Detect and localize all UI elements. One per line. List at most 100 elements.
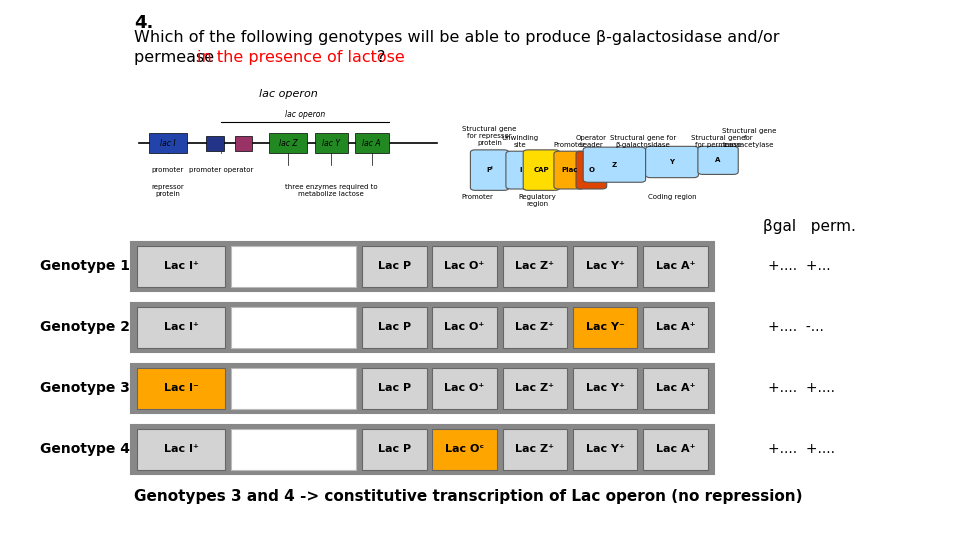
Text: Lac Z⁺: Lac Z⁺ — [516, 383, 554, 393]
Text: Lac O⁺: Lac O⁺ — [444, 261, 485, 271]
FancyBboxPatch shape — [523, 150, 560, 190]
Text: lac I: lac I — [160, 139, 176, 147]
FancyBboxPatch shape — [645, 146, 699, 178]
Text: Lac Y⁺: Lac Y⁺ — [586, 261, 624, 271]
Text: repressor
protein: repressor protein — [152, 184, 184, 197]
Text: Lac Z⁺: Lac Z⁺ — [516, 444, 554, 454]
Text: Structural gene
for
transacetylase: Structural gene for transacetylase — [722, 129, 776, 148]
Text: Lac I⁺: Lac I⁺ — [164, 322, 199, 332]
Text: Lac A⁺: Lac A⁺ — [656, 444, 695, 454]
Text: in the presence of lactose: in the presence of lactose — [197, 50, 404, 65]
FancyBboxPatch shape — [432, 246, 496, 287]
Text: lac A: lac A — [362, 139, 381, 147]
Text: A: A — [715, 157, 721, 164]
FancyBboxPatch shape — [362, 307, 426, 348]
Text: Lac Y⁺: Lac Y⁺ — [586, 444, 624, 454]
Text: +....  -...: +.... -... — [768, 320, 824, 334]
FancyBboxPatch shape — [643, 246, 708, 287]
FancyBboxPatch shape — [432, 368, 496, 409]
Text: Genotype 3: Genotype 3 — [39, 381, 130, 395]
FancyBboxPatch shape — [362, 429, 426, 470]
Text: Lac P: Lac P — [377, 444, 411, 454]
Text: Lac Z⁺: Lac Z⁺ — [516, 261, 554, 271]
FancyBboxPatch shape — [584, 147, 646, 182]
Text: lac operon: lac operon — [258, 89, 318, 99]
Text: Lac P: Lac P — [377, 383, 411, 393]
Text: Plac: Plac — [561, 167, 578, 173]
Text: Lac I⁺: Lac I⁺ — [164, 261, 199, 271]
FancyBboxPatch shape — [432, 429, 496, 470]
Text: Z: Z — [612, 161, 617, 168]
FancyBboxPatch shape — [554, 151, 585, 189]
FancyBboxPatch shape — [362, 368, 426, 409]
FancyBboxPatch shape — [502, 307, 567, 348]
Text: I: I — [519, 167, 521, 173]
Text: Genotype 2: Genotype 2 — [39, 320, 130, 334]
Text: Lac Y⁺: Lac Y⁺ — [586, 383, 624, 393]
FancyBboxPatch shape — [131, 425, 714, 474]
FancyBboxPatch shape — [643, 307, 708, 348]
Text: Lac Z⁺: Lac Z⁺ — [516, 322, 554, 332]
FancyBboxPatch shape — [470, 150, 509, 190]
FancyBboxPatch shape — [231, 429, 356, 470]
Text: permease: permease — [134, 50, 220, 65]
FancyBboxPatch shape — [137, 368, 226, 409]
Text: CAP: CAP — [534, 167, 549, 173]
Text: Structural gene
for repressor
protein: Structural gene for repressor protein — [463, 126, 516, 146]
Text: promoter: promoter — [152, 167, 184, 173]
Text: Lac A⁺: Lac A⁺ — [656, 383, 695, 393]
FancyBboxPatch shape — [502, 246, 567, 287]
FancyBboxPatch shape — [131, 303, 714, 352]
Text: O: O — [588, 167, 594, 173]
Text: Promoter: Promoter — [461, 194, 493, 200]
Text: lac Z: lac Z — [278, 139, 298, 147]
Text: Promoter: Promoter — [553, 143, 586, 148]
FancyBboxPatch shape — [231, 307, 356, 348]
Text: Lac P: Lac P — [377, 261, 411, 271]
FancyBboxPatch shape — [149, 133, 187, 153]
Text: +....  +...: +.... +... — [768, 259, 830, 273]
Text: Regulatory
region: Regulatory region — [518, 194, 557, 207]
FancyBboxPatch shape — [137, 429, 226, 470]
Text: ?: ? — [377, 50, 386, 65]
FancyBboxPatch shape — [362, 246, 426, 287]
Text: lac operon: lac operon — [285, 110, 325, 119]
Text: Lac Y⁻: Lac Y⁻ — [586, 322, 624, 332]
Text: Unwinding
site: Unwinding site — [502, 136, 539, 148]
Text: +....  +....: +.... +.... — [768, 381, 835, 395]
FancyBboxPatch shape — [573, 246, 637, 287]
FancyBboxPatch shape — [573, 307, 637, 348]
FancyBboxPatch shape — [355, 133, 389, 153]
Text: Lac O⁺: Lac O⁺ — [444, 383, 485, 393]
FancyBboxPatch shape — [131, 242, 714, 291]
Text: Lac I⁺: Lac I⁺ — [164, 444, 199, 454]
FancyBboxPatch shape — [137, 307, 226, 348]
FancyBboxPatch shape — [432, 307, 496, 348]
Text: Lac A⁺: Lac A⁺ — [656, 261, 695, 271]
Text: Genotypes 3 and 4 -> constitutive transcription of Lac operon (no repression): Genotypes 3 and 4 -> constitutive transc… — [134, 489, 803, 504]
FancyBboxPatch shape — [235, 136, 252, 151]
Text: three enzymes required to
metabolize lactose: three enzymes required to metabolize lac… — [285, 184, 377, 197]
Text: Lac I⁻: Lac I⁻ — [164, 383, 199, 393]
Text: Lac O⁺: Lac O⁺ — [444, 322, 485, 332]
FancyBboxPatch shape — [506, 151, 535, 189]
Text: Genotype 1: Genotype 1 — [39, 259, 130, 273]
FancyBboxPatch shape — [231, 246, 356, 287]
FancyBboxPatch shape — [698, 146, 738, 174]
Text: Genotype 4: Genotype 4 — [39, 442, 130, 456]
Text: +....  +....: +.... +.... — [768, 442, 835, 456]
FancyBboxPatch shape — [315, 133, 348, 153]
Text: Lac P: Lac P — [377, 322, 411, 332]
Text: Lac Oᶜ: Lac Oᶜ — [445, 444, 484, 454]
FancyBboxPatch shape — [576, 151, 607, 189]
Text: Structural gene
for permease: Structural gene for permease — [691, 136, 745, 148]
FancyBboxPatch shape — [643, 368, 708, 409]
Text: Lac A⁺: Lac A⁺ — [656, 322, 695, 332]
FancyBboxPatch shape — [643, 429, 708, 470]
FancyBboxPatch shape — [502, 368, 567, 409]
FancyBboxPatch shape — [206, 136, 224, 151]
Text: Which of the following genotypes will be able to produce β-galactosidase and/or: Which of the following genotypes will be… — [134, 30, 780, 45]
FancyBboxPatch shape — [573, 368, 637, 409]
FancyBboxPatch shape — [573, 429, 637, 470]
Text: Operator
Leader: Operator Leader — [576, 136, 607, 148]
